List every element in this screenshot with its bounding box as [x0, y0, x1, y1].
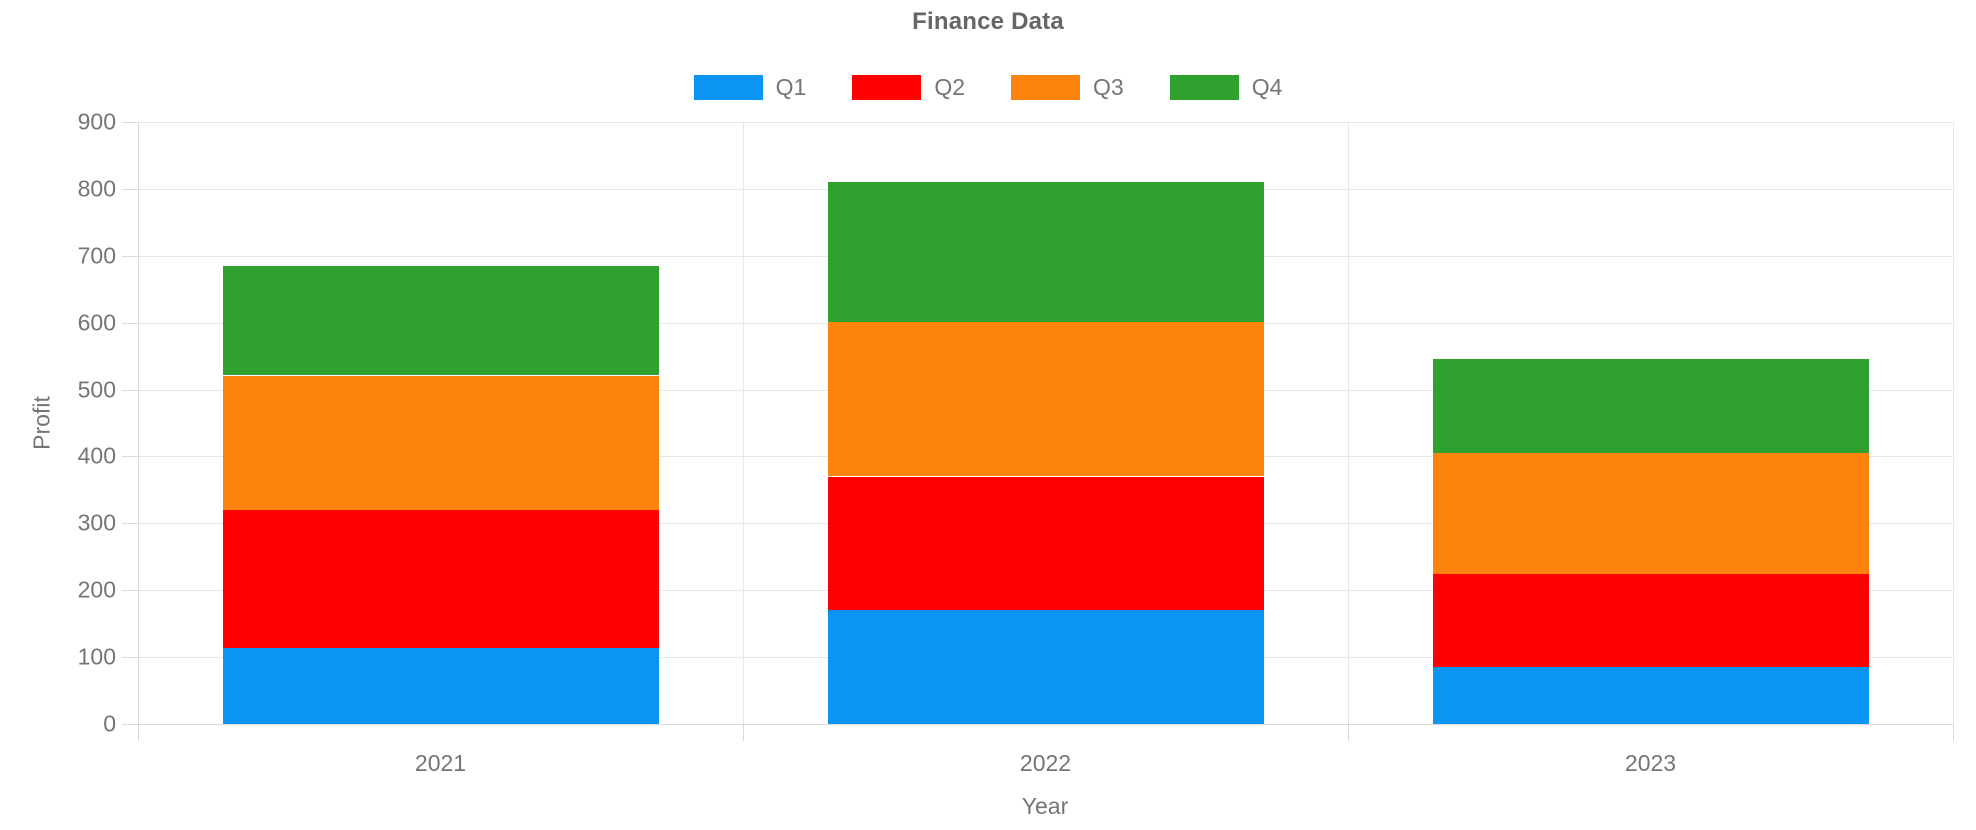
y-tick-label-700: 700 — [77, 242, 116, 269]
legend-swatch-q4-icon — [1169, 75, 1239, 100]
y-tick-mark-200 — [122, 590, 138, 592]
gridline-x-2 — [1348, 122, 1349, 724]
gridline-x-3 — [1953, 122, 1954, 724]
y-tick-mark-300 — [122, 523, 138, 525]
legend-item-q2[interactable]: Q2 — [852, 74, 965, 101]
bar-segment-2022-Q1[interactable] — [828, 610, 1264, 724]
gridline-x-1 — [743, 122, 744, 724]
y-tick-label-800: 800 — [77, 175, 116, 202]
legend-label-q1: Q1 — [775, 74, 807, 100]
bar-segment-2021-Q2[interactable] — [223, 509, 659, 649]
legend-label-q3: Q3 — [1093, 74, 1124, 100]
bar-segment-2022-Q4[interactable] — [828, 181, 1264, 322]
legend-item-q4[interactable]: Q4 — [1169, 74, 1283, 101]
gridline-y-900 — [138, 122, 1953, 123]
y-tick-mark-0 — [122, 724, 138, 725]
bar-segment-2023-Q1[interactable] — [1433, 667, 1869, 724]
bar-segment-2023-Q4[interactable] — [1433, 359, 1869, 454]
chart-title: Finance Data — [912, 8, 1064, 35]
legend-swatch-q2-icon — [852, 75, 922, 100]
bar-segment-2023-Q2[interactable] — [1433, 574, 1869, 668]
x-tick-mark-1 — [743, 724, 744, 741]
bar-segment-2022-Q3[interactable] — [828, 321, 1264, 477]
bar-segment-2021-Q1[interactable] — [223, 648, 659, 724]
bar-segment-2022-Q2[interactable] — [828, 476, 1264, 611]
gridline-y-0 — [138, 724, 1953, 725]
y-tick-mark-900 — [122, 122, 138, 123]
y-tick-label-300: 300 — [77, 509, 116, 536]
y-axis-title: Profit — [28, 396, 55, 450]
x-tick-mark-2 — [1348, 724, 1349, 741]
x-tick-mark-0 — [138, 724, 139, 741]
y-tick-label-400: 400 — [77, 442, 116, 469]
y-tick-label-500: 500 — [77, 376, 116, 403]
legend-label-q2: Q2 — [934, 74, 965, 100]
y-tick-mark-800 — [122, 188, 138, 190]
y-tick-mark-400 — [122, 456, 138, 458]
x-tick-mark-3 — [1953, 724, 1954, 741]
y-tick-mark-700 — [122, 255, 138, 257]
legend-item-q1[interactable]: Q1 — [693, 74, 807, 101]
bar-segment-2021-Q4[interactable] — [223, 266, 659, 376]
y-tick-label-0: 0 — [103, 710, 116, 737]
plot-area: 0 100 200 300 400 500 600 700 800 900 2021 2022 2023 — [78, 109, 1954, 776]
y-tick-label-100: 100 — [77, 643, 116, 670]
y-tick-mark-500 — [122, 389, 138, 391]
gridline-x-0 — [138, 122, 139, 724]
y-tick-label-200: 200 — [77, 576, 116, 603]
bar-segment-2023-Q3[interactable] — [1433, 453, 1869, 575]
y-tick-mark-100 — [122, 657, 138, 659]
x-tick-label-2021: 2021 — [414, 750, 467, 776]
x-tick-label-2022: 2022 — [1019, 750, 1072, 776]
legend-item-q3[interactable]: Q3 — [1011, 74, 1124, 101]
legend-swatch-q1-icon — [693, 75, 763, 100]
legend-swatch-q3-icon — [1011, 75, 1080, 100]
legend: Q1 Q2 Q3 Q4 — [0, 74, 1976, 101]
legend-label-q4: Q4 — [1251, 74, 1283, 100]
bar-segment-2021-Q3[interactable] — [223, 375, 659, 510]
y-tick-label-600: 600 — [77, 309, 116, 336]
y-tick-label-900: 900 — [77, 108, 116, 135]
x-axis-title: Year — [1021, 793, 1069, 819]
x-tick-label-2023: 2023 — [1624, 750, 1677, 776]
y-tick-mark-600 — [122, 322, 138, 324]
